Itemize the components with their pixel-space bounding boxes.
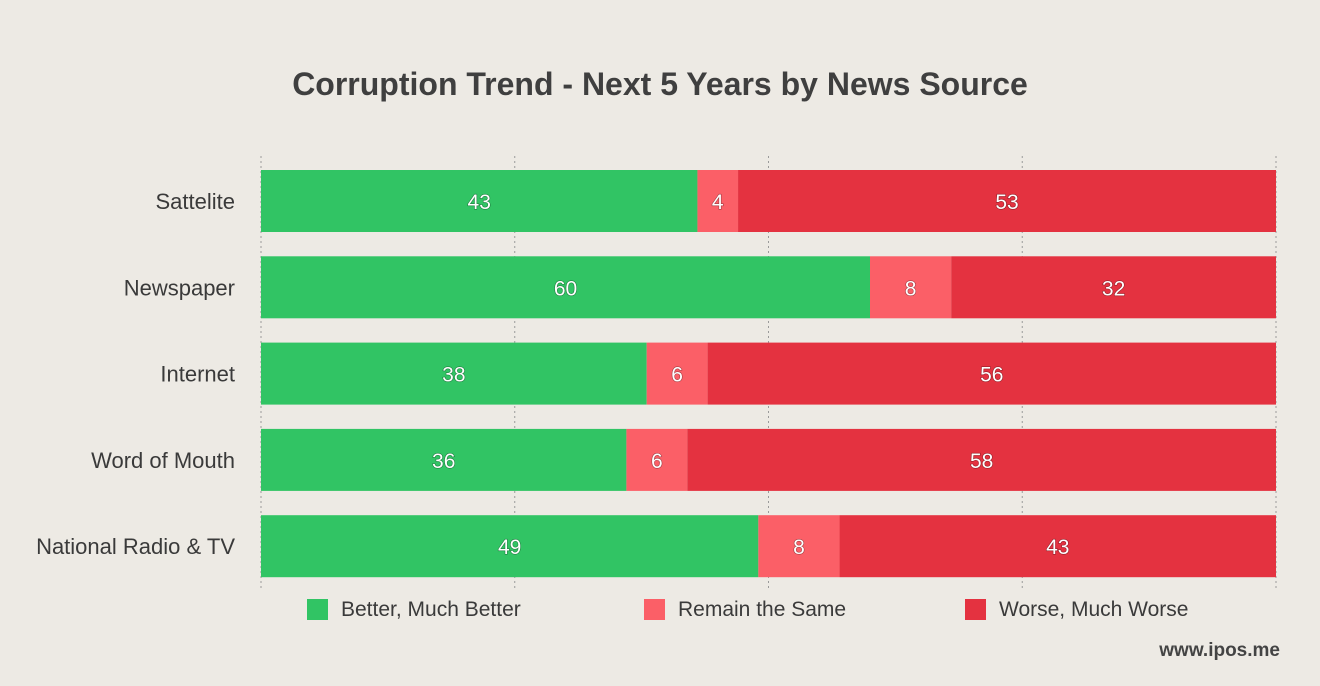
legend: Better, Much Better Remain the Same Worse,…: [307, 598, 1188, 621]
data-label: 56: [980, 364, 1003, 387]
legend-swatch: [307, 599, 328, 620]
data-label: 8: [793, 536, 805, 559]
bar-segment: [687, 428, 1276, 491]
data-label: 32: [1102, 277, 1125, 300]
bar-segment: [261, 428, 627, 491]
bar-segment: [646, 342, 708, 405]
category-label: Sattelite: [156, 189, 236, 214]
bar-segment: [261, 342, 647, 405]
data-label: 43: [1046, 536, 1069, 559]
bar-segment: [707, 342, 1276, 405]
data-label: 43: [468, 191, 491, 214]
bar-segment: [261, 256, 870, 319]
category-label: National Radio & TV: [36, 534, 235, 559]
data-label: 8: [905, 277, 917, 300]
watermark: www.ipos.me: [1159, 640, 1280, 661]
category-label: Word of Mouth: [91, 448, 235, 473]
bar-segment: [261, 515, 759, 578]
bar-segment: [738, 170, 1276, 232]
bar-segment: [839, 515, 1276, 578]
bar-segment: [870, 256, 952, 319]
bar-segment: [697, 170, 739, 232]
legend-swatch: [644, 599, 665, 620]
legend-label: Better, Much Better: [341, 598, 521, 621]
bar-segment: [626, 428, 688, 491]
data-label: 58: [970, 450, 993, 473]
data-label: 6: [651, 450, 663, 473]
legend-label: Worse, Much Worse: [999, 598, 1188, 621]
legend-label: Remain the Same: [678, 598, 846, 621]
bar-segment: [261, 170, 698, 232]
category-label: Newspaper: [124, 275, 235, 300]
data-label: 4: [712, 191, 724, 214]
data-label: 53: [995, 191, 1018, 214]
data-label: 49: [498, 536, 521, 559]
legend-swatch: [965, 599, 986, 620]
bar-segment: [951, 256, 1276, 319]
category-labels: Sattelite Newspaper Internet Word of Mouth N…: [36, 189, 235, 559]
data-label: 36: [432, 450, 455, 473]
data-label: 6: [671, 364, 683, 387]
bars: 43 4 53 60 8 32 38 6 56 36 6 58 49 8 43: [261, 170, 1276, 578]
data-label: 60: [554, 277, 577, 300]
category-label: Internet: [160, 362, 235, 387]
bar-segment: [758, 515, 840, 578]
data-label: 38: [442, 364, 465, 387]
chart-title: Corruption Trend - Next 5 Years by News …: [292, 66, 1028, 102]
